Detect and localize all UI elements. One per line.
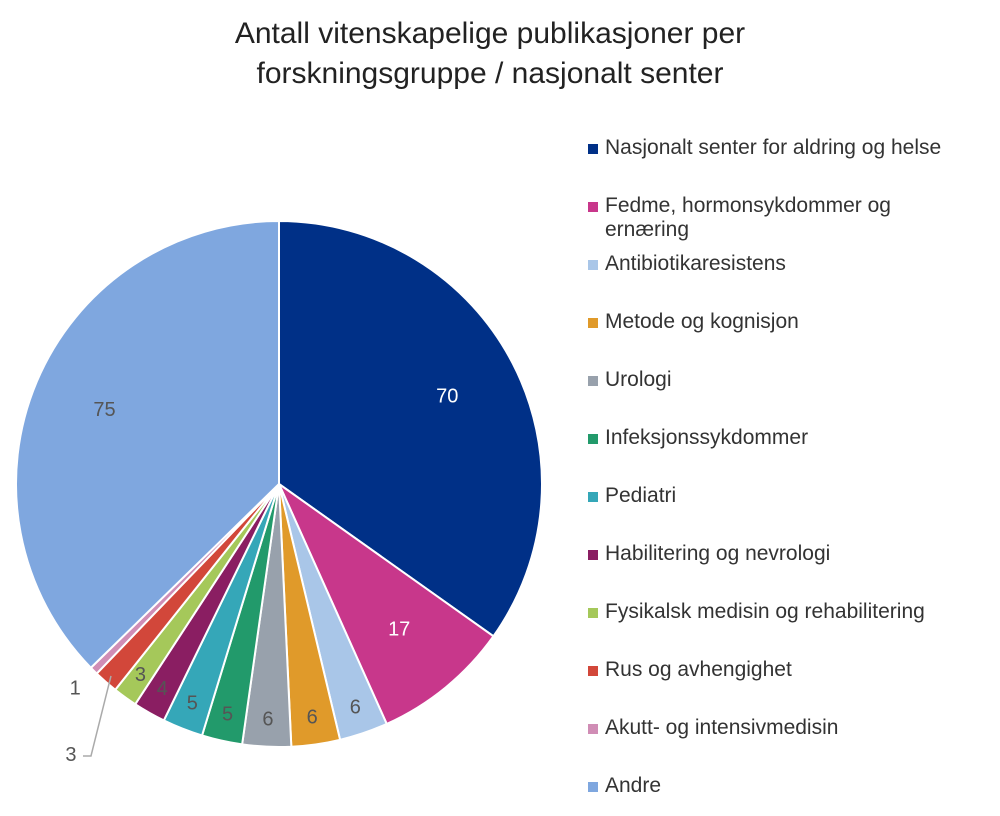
legend-label: Akutt- og intensivmedisin [605, 716, 839, 739]
legend-swatch [588, 782, 598, 792]
data-label: 5 [187, 693, 198, 715]
legend-swatch [588, 260, 598, 270]
legend-label: Pediatri [605, 484, 677, 507]
legend-label: Fedme, hormonsykdommer og ernæring [605, 194, 891, 241]
data-label: 1 [70, 678, 81, 700]
legend-item: Habilitering og nevrologi [588, 542, 1000, 566]
legend-item: Fedme, hormonsykdommer og ernæring [588, 194, 955, 242]
data-label: 70 [436, 385, 458, 407]
pie-slice [278, 219, 543, 638]
legend-swatch [588, 144, 598, 154]
legend-swatch [588, 724, 598, 734]
legend-item: Antibiotikaresistens [588, 252, 1000, 276]
legend-swatch [588, 666, 598, 676]
legend-label: Rus og avhengighet [605, 658, 792, 681]
legend-swatch [588, 550, 598, 560]
legend-label: Nasjonalt senter for aldring og helse [605, 136, 942, 159]
legend-item: Metode og kognisjon [588, 310, 1000, 334]
legend-label: Urologi [605, 368, 672, 391]
data-label: 6 [262, 709, 273, 731]
legend-swatch [588, 202, 598, 212]
legend-item: Nasjonalt senter for aldring og helse [588, 136, 1000, 160]
data-label: 6 [350, 696, 361, 718]
chart-title: Antall vitenskapelige publikasjoner per … [234, 17, 746, 90]
legend-swatch [588, 608, 598, 618]
legend-item: Andre [588, 774, 1000, 798]
pie-slice [15, 219, 280, 670]
legend-item: Pediatri [588, 484, 1000, 508]
legend-item: Rus og avhengighet [588, 658, 1000, 682]
legend-label: Andre [605, 774, 662, 797]
legend-label: Antibiotikaresistens [605, 252, 786, 275]
legend-item: Akutt- og intensivmedisin [588, 716, 1000, 740]
legend-item: Urologi [588, 368, 1000, 392]
legend-item: Fysikalsk medisin og rehabilitering [588, 600, 1000, 624]
legend-label: Habilitering og nevrologi [605, 542, 831, 565]
legend-swatch [588, 434, 598, 444]
legend-swatch [588, 492, 598, 502]
data-label: 75 [93, 399, 115, 421]
legend-swatch [588, 376, 598, 386]
legend-label: Fysikalsk medisin og rehabilitering [605, 600, 925, 623]
data-label: 5 [222, 703, 233, 725]
data-label: 3 [135, 664, 146, 686]
data-label: 4 [157, 678, 168, 700]
leader-line [82, 675, 112, 757]
legend-swatch [588, 318, 598, 328]
legend-item: Infeksjonssykdommer [588, 426, 1000, 450]
legend-label: Metode og kognisjon [605, 310, 799, 333]
data-label: 3 [65, 744, 76, 766]
pie-slice [276, 481, 495, 726]
data-label: 17 [388, 619, 410, 641]
data-label: 6 [307, 707, 318, 729]
legend-label: Infeksjonssykdommer [605, 426, 809, 449]
